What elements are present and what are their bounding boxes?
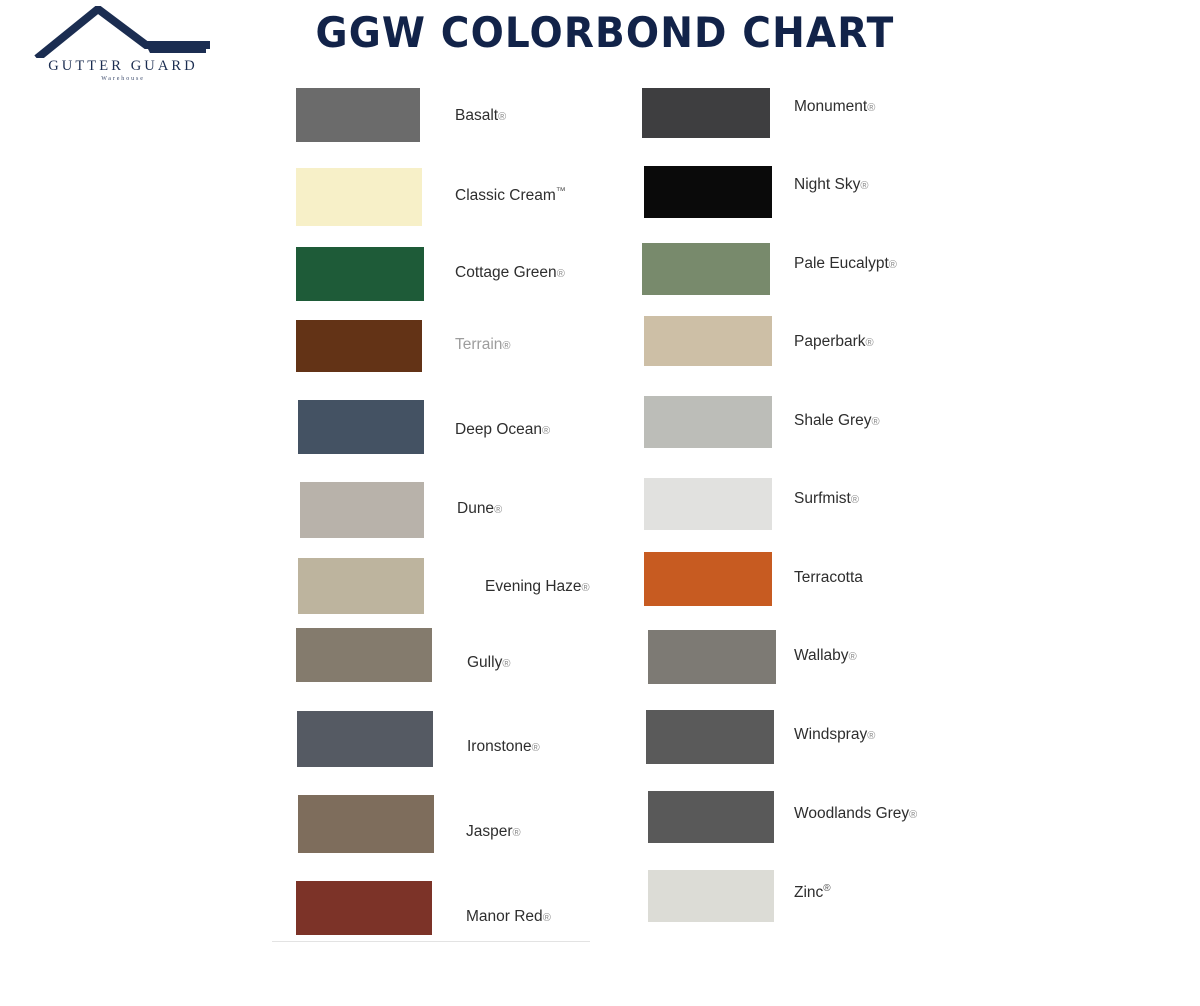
color-name-label: Dune®: [457, 501, 502, 517]
color-name-label: Evening Haze®: [485, 579, 590, 595]
color-name-label: Wallaby®: [794, 648, 857, 664]
brand-logo: GUTTER GUARD Warehouse: [34, 6, 212, 88]
color-name-label: Surfmist®: [794, 491, 859, 507]
color-swatch[interactable]: [296, 628, 432, 682]
color-name-label: Night Sky®: [794, 177, 868, 193]
color-name-label: Manor Red®: [466, 909, 551, 925]
registered-mark: ®: [581, 582, 590, 594]
color-name-text: Night Sky: [794, 176, 861, 193]
color-swatch[interactable]: [300, 482, 424, 538]
registered-mark: ®: [867, 730, 876, 742]
registered-mark: ®: [867, 102, 876, 114]
registered-mark: ®: [909, 809, 918, 821]
color-name-text: Deep Ocean: [455, 421, 543, 438]
color-swatch[interactable]: [644, 396, 772, 448]
logo-wordmark: GUTTER GUARD: [48, 58, 198, 74]
color-swatch[interactable]: [296, 88, 420, 142]
registered-mark: ®: [860, 180, 869, 192]
color-name-text: Shale Grey: [794, 412, 872, 429]
color-swatch[interactable]: [646, 710, 774, 764]
color-name-text: Classic Cream: [455, 187, 556, 205]
registered-mark: ®: [502, 658, 511, 670]
color-name-label: Deep Ocean®: [455, 422, 550, 438]
color-name-text: Basalt: [455, 107, 499, 124]
color-name-label: Jasper®: [466, 824, 521, 840]
registered-mark: ®: [512, 827, 521, 839]
color-name-text: Terracotta: [794, 569, 863, 586]
color-name-label: Monument®: [794, 99, 875, 115]
color-name-label: Woodlands Grey®: [794, 806, 917, 822]
color-name-text: Cottage Green: [455, 264, 557, 281]
color-swatch[interactable]: [644, 552, 772, 606]
color-name-text: Dune: [457, 500, 495, 517]
color-name-text: Evening Haze: [485, 578, 582, 595]
color-name-label: Zinc®: [794, 884, 831, 901]
color-swatch[interactable]: [297, 711, 433, 767]
registered-mark: ®: [494, 504, 503, 516]
registered-mark: ®: [502, 340, 511, 352]
color-swatch[interactable]: [298, 795, 434, 853]
page-title: GGW COLORBOND CHART: [315, 8, 895, 57]
color-swatch[interactable]: [644, 478, 772, 530]
color-swatch[interactable]: [296, 881, 432, 935]
registered-mark: ®: [888, 259, 897, 271]
color-name-label: Pale Eucalypt®: [794, 256, 897, 272]
color-name-label: Shale Grey®: [794, 413, 880, 429]
color-name-label: Windspray®: [794, 727, 875, 743]
color-name-text: Paperbark: [794, 333, 866, 350]
registered-mark: ®: [865, 337, 874, 349]
color-swatch[interactable]: [298, 558, 424, 614]
registered-mark: ®: [556, 268, 565, 280]
color-swatch[interactable]: [648, 870, 774, 922]
color-name-text: Terrain: [455, 336, 503, 353]
registered-mark: ®: [823, 883, 831, 894]
color-name-text: Jasper: [466, 823, 513, 840]
color-swatch[interactable]: [296, 247, 424, 301]
color-name-label: Ironstone®: [467, 739, 540, 755]
registered-mark: ®: [871, 416, 880, 428]
registered-mark: ®: [542, 912, 551, 924]
color-swatch[interactable]: [644, 316, 772, 366]
color-name-text: Windspray: [794, 726, 868, 743]
color-swatch[interactable]: [648, 630, 776, 684]
color-name-label: Classic Cream™: [455, 187, 566, 204]
color-swatch[interactable]: [296, 320, 422, 372]
color-swatch[interactable]: [642, 243, 770, 295]
color-name-text: Woodlands Grey: [794, 805, 910, 822]
color-name-text: Ironstone: [467, 738, 532, 755]
registered-mark: ®: [848, 651, 857, 663]
registered-mark: ®: [542, 425, 551, 437]
color-name-label: Terracotta: [794, 570, 863, 586]
color-name-label: Basalt®: [455, 108, 506, 124]
color-name-text: Manor Red: [466, 908, 543, 925]
color-name-label: Terrain®: [455, 337, 511, 353]
registered-mark: ®: [531, 742, 540, 754]
color-name-label: Cottage Green®: [455, 265, 565, 281]
color-swatch[interactable]: [298, 400, 424, 454]
color-name-text: Surfmist: [794, 490, 851, 507]
color-name-text: Gully: [467, 654, 503, 671]
color-name-text: Zinc: [794, 884, 824, 902]
roof-gutter-icon: [34, 6, 210, 58]
trademark-mark: ™: [555, 186, 566, 197]
color-name-text: Monument: [794, 98, 868, 115]
registered-mark: ®: [850, 494, 859, 506]
color-name-label: Paperbark®: [794, 334, 874, 350]
color-name-text: Wallaby: [794, 647, 849, 664]
registered-mark: ®: [498, 111, 507, 123]
color-swatch[interactable]: [648, 791, 774, 843]
color-swatch[interactable]: [642, 88, 770, 138]
color-swatch[interactable]: [644, 166, 772, 218]
color-name-text: Pale Eucalypt: [794, 255, 889, 272]
color-swatch[interactable]: [296, 168, 422, 226]
logo-subword: Warehouse: [101, 76, 145, 82]
column-divider: [272, 941, 590, 942]
color-name-label: Gully®: [467, 655, 510, 671]
